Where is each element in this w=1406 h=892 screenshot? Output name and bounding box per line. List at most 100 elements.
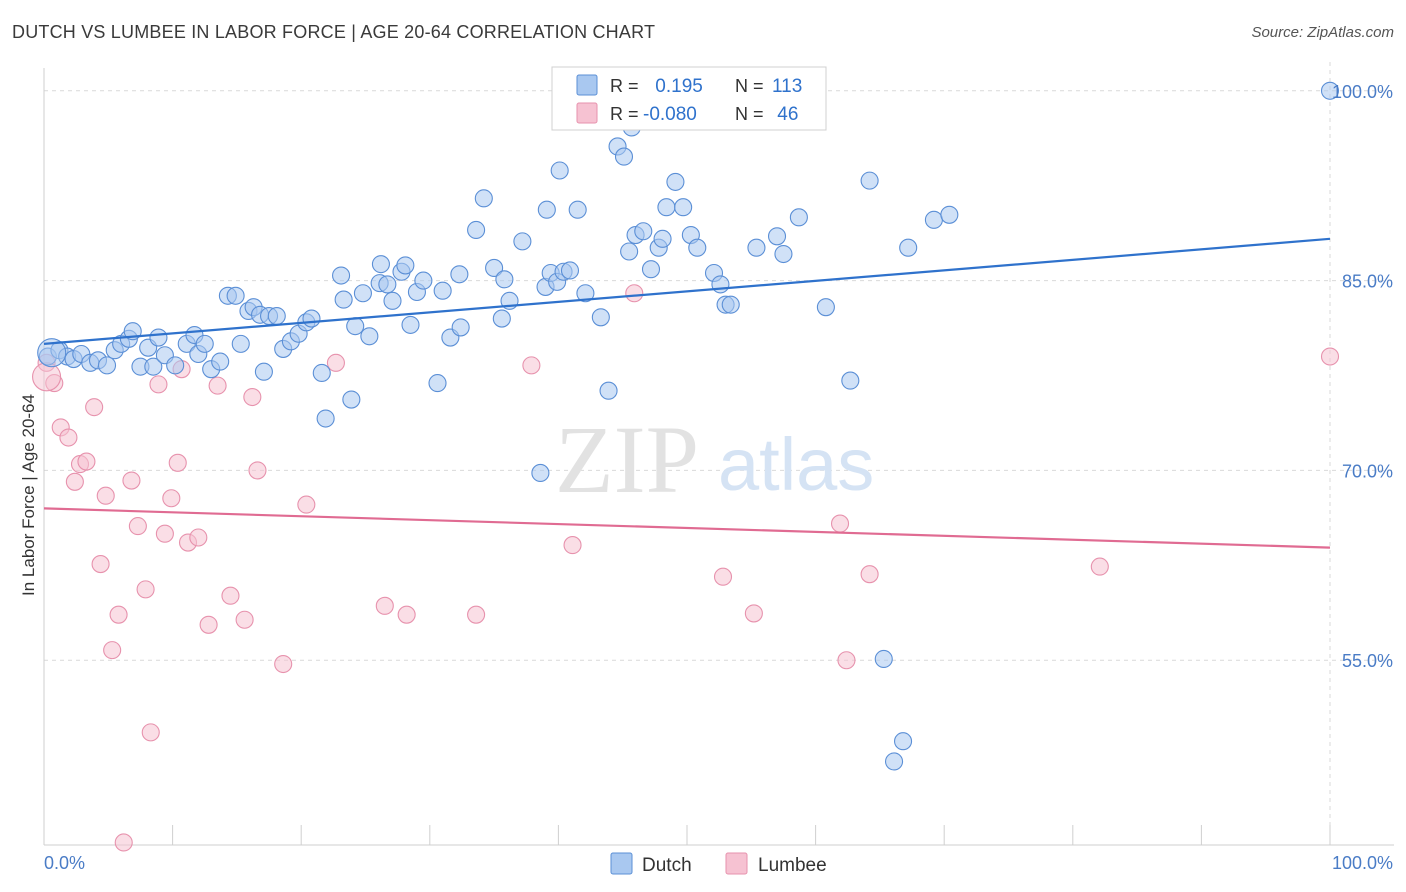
lumbee-point [168,453,187,472]
x-tick-label: 100.0% [1332,853,1393,873]
lumbee-point [221,586,240,605]
dutch-point [495,270,514,289]
dutch-point [485,258,504,277]
lumbee-point [235,610,254,629]
dutch-point [774,244,793,264]
dutch-point [841,371,860,390]
lumbee-point [136,580,155,599]
chart-title: DUTCH VS LUMBEE IN LABOR FORCE | AGE 20-… [12,22,656,42]
lumbee-point [837,651,856,670]
dutch-point [302,309,321,328]
dutch-point [401,315,420,334]
lumbee-point [860,565,879,584]
dutch-point [371,255,390,274]
dutch-point [653,229,672,248]
lumbee-point [141,723,160,742]
y-tick-label: 100.0% [1332,82,1393,102]
dutch-point [360,327,379,346]
lumbee-point [199,615,218,634]
dutch-point [537,200,556,219]
dutch-point [568,200,587,219]
dutch-point [576,284,595,303]
lumbee-point [85,398,104,417]
dutch-point [211,352,230,371]
dutch-point [721,295,740,314]
dutch-point [874,649,893,669]
dutch-point [451,318,470,337]
series-legend: Dutch Lumbee [610,852,827,876]
lumbee-point [243,387,262,407]
watermark: ZIP atlas [555,406,874,513]
dutch-n-label: N = [735,76,764,96]
lumbee-n-value: 46 [772,104,798,125]
dutch-point [37,338,67,368]
lumbee-point [32,362,62,392]
dutch-point [149,328,168,347]
dutch-point [789,208,808,227]
lumbee-point [208,376,227,395]
lumbee-point [77,452,96,471]
lumbee-point [326,353,345,372]
lumbee-point [397,605,416,624]
lumbee-point [155,524,174,543]
dutch-point [312,363,331,383]
dutch-point [899,238,918,257]
dutch-point [316,409,335,428]
dutch-point [97,356,117,375]
tick-labels: 55.0% 70.0% 85.0% 100.0% 0.0% 100.0% [44,82,1393,873]
dutch-point [467,220,486,240]
y-tick-label: 55.0% [1342,651,1393,671]
dutch-point [688,238,707,257]
lumbee-point [128,517,147,536]
dutch-point [711,275,730,294]
dutch-point [166,356,185,375]
dutch-n-value: 113 [772,76,802,97]
dutch-point [591,308,610,327]
y-tick-label: 70.0% [1342,461,1393,481]
dutch-swatch [576,74,598,96]
lumbee-point [248,461,267,480]
dutch-r-value: 0.195 [650,76,703,97]
trend-lines [43,237,1331,549]
lumbee-n-label: N = [735,104,764,124]
lumbee-point [122,471,141,490]
dutch-trend-line [43,237,1331,345]
lumbee-r-value: -0.080 [643,104,697,125]
dutch-point [513,232,532,251]
dutch-point [674,198,693,217]
lumbee-point [522,356,541,375]
dutch-point [620,242,639,261]
dutch-point [940,205,959,224]
dutch-point [346,317,365,336]
lumbee-series [32,284,1340,852]
lumbee-point [713,567,733,586]
watermark-atlas: atlas [718,423,874,506]
legend-dutch-swatch [610,852,633,875]
dutch-point [893,732,913,751]
lumbee-point [1090,557,1109,576]
lumbee-point [1320,347,1340,366]
dutch-point [433,281,452,300]
dutch-point [414,271,433,290]
dutch-point [226,286,245,305]
lumbee-point [65,472,84,491]
lumbee-point [96,486,115,505]
dutch-point [474,189,493,208]
lumbee-swatch [576,102,598,124]
y-tick-label: 85.0% [1342,272,1393,292]
dutch-point [231,334,250,353]
dutch-point [884,752,904,771]
legend-lumbee-swatch [725,852,748,875]
dutch-point [353,284,372,303]
dutch-point [747,238,766,257]
dutch-point [334,290,353,309]
dutch-point [531,463,550,483]
lumbee-point [744,604,763,623]
stats-legend: R = 0.195 N = 113 R = -0.080 N = 46 [551,66,827,131]
x-tick-label: 0.0% [44,853,85,873]
dutch-r-label: R = [610,76,639,96]
source-label: Source: ZipAtlas.com [1251,24,1394,41]
dutch-point [267,306,286,326]
lumbee-point [274,654,293,674]
dutch-point [428,374,447,393]
